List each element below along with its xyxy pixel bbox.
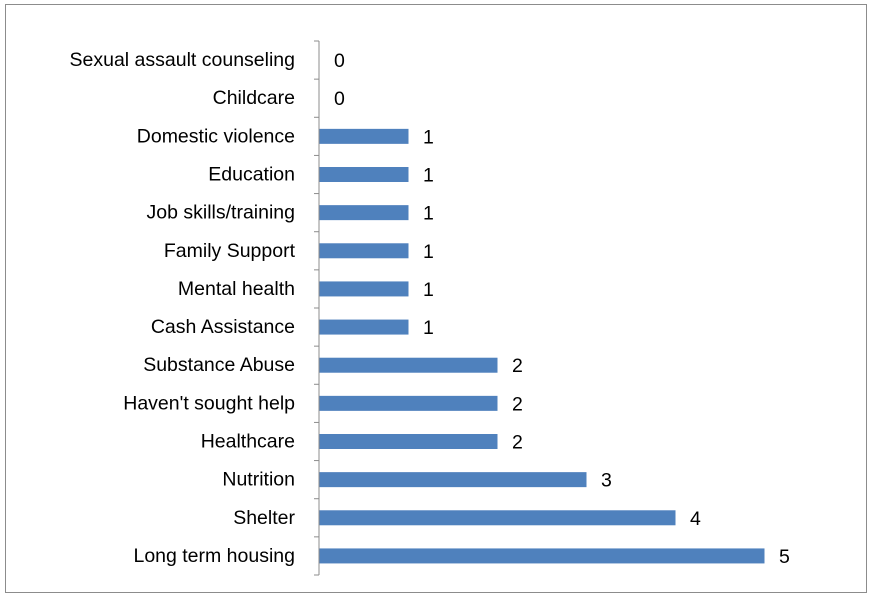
category-label: Healthcare — [201, 431, 295, 453]
category-label: Long term housing — [133, 545, 295, 567]
category-label: Cash Assistance — [151, 316, 295, 338]
bars-layer — [319, 128, 765, 564]
category-label: Job skills/training — [147, 202, 295, 224]
data-label: 1 — [423, 165, 434, 187]
bar — [319, 357, 498, 373]
category-label: Family Support — [164, 240, 296, 262]
bar — [319, 510, 676, 526]
data-label: 1 — [423, 126, 434, 148]
category-label: Nutrition — [222, 469, 295, 491]
data-label: 5 — [779, 546, 790, 568]
bar — [319, 472, 587, 488]
bar — [319, 395, 498, 411]
bar — [319, 434, 498, 449]
category-label: Shelter — [233, 507, 295, 529]
data-label: 3 — [601, 470, 612, 492]
category-label: Domestic violence — [137, 125, 295, 147]
data-label: 1 — [423, 241, 434, 263]
bar — [319, 205, 409, 221]
category-label: Childcare — [213, 87, 295, 109]
data-label: 2 — [512, 432, 523, 454]
data-label: 1 — [423, 203, 434, 225]
data-label: 1 — [423, 279, 434, 301]
category-label: Substance Abuse — [143, 354, 295, 376]
data-label: 2 — [512, 393, 523, 415]
data-label: 0 — [334, 50, 345, 72]
data-label: 0 — [334, 88, 345, 110]
category-label: Haven't sought help — [123, 392, 295, 414]
bar — [319, 548, 765, 564]
data-label: 1 — [423, 317, 434, 339]
axis-layer — [314, 40, 320, 576]
category-label: Mental health — [178, 278, 295, 300]
bar — [319, 281, 409, 297]
bar — [319, 167, 409, 182]
bar — [319, 319, 409, 335]
category-label: Education — [208, 164, 295, 186]
bar — [319, 128, 409, 144]
chart-frame — [5, 4, 867, 593]
labels-layer: Sexual assault counseling 0 Childcare 0 Dome… — [70, 49, 790, 568]
bar — [319, 243, 409, 259]
data-label: 4 — [690, 508, 701, 530]
category-label: Sexual assault counseling — [70, 49, 295, 71]
data-label: 2 — [512, 355, 523, 377]
